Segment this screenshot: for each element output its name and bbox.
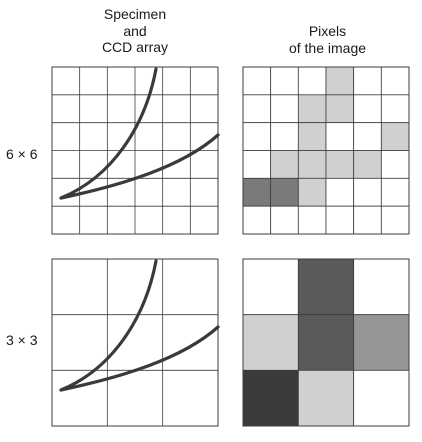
pixel-cell bbox=[380, 66, 410, 96]
pixel-cell bbox=[380, 94, 410, 124]
pixel-cell bbox=[325, 94, 355, 124]
pixel-cell bbox=[353, 94, 382, 124]
pixel-cell bbox=[242, 150, 272, 179]
pixel-panel-border bbox=[242, 258, 410, 427]
specimen-curve-steep bbox=[59, 259, 158, 392]
pixel-cell bbox=[353, 66, 382, 96]
pixel-cell bbox=[353, 205, 382, 235]
pixel-cell bbox=[242, 94, 272, 124]
pixel-cell bbox=[297, 258, 355, 316]
pixel-cell bbox=[242, 369, 299, 427]
pixel-cell bbox=[297, 94, 327, 124]
pixel-cell bbox=[270, 177, 299, 207]
specimen-curve-steep bbox=[59, 67, 158, 200]
pixel-cell bbox=[353, 150, 382, 179]
pixel-cell bbox=[270, 94, 299, 124]
pixel-cell bbox=[353, 177, 382, 207]
pixel-cell bbox=[297, 205, 327, 235]
pixel-cell bbox=[242, 314, 299, 371]
pixel-cell bbox=[353, 314, 410, 371]
pixel-cell bbox=[353, 369, 410, 427]
pixel-cell bbox=[242, 258, 299, 316]
specimen-curve-shallow bbox=[59, 133, 220, 200]
pixel-cell bbox=[242, 205, 272, 235]
pixel-cell bbox=[242, 66, 272, 96]
pixel-cell bbox=[297, 66, 327, 96]
ccd-panel-border bbox=[51, 258, 219, 427]
pixel-panel-border bbox=[242, 66, 410, 235]
pixel-cell bbox=[325, 205, 355, 235]
pixel-cell bbox=[242, 177, 272, 207]
specimen-curve-shallow bbox=[59, 325, 220, 392]
pixel-cell bbox=[270, 150, 299, 179]
specimen-header: Specimen and CCD array bbox=[101, 6, 169, 55]
pixel-cell bbox=[353, 122, 382, 151]
row-label-3x3: 3 × 3 bbox=[6, 332, 38, 348]
pixel-cell bbox=[325, 66, 355, 96]
pixels-header: Pixels of the image bbox=[288, 23, 367, 56]
pixel-cell bbox=[353, 258, 410, 316]
pixel-cell bbox=[380, 150, 410, 179]
pixel-cell bbox=[270, 66, 299, 96]
pixel-cell bbox=[297, 314, 355, 371]
pixel-cell bbox=[297, 177, 327, 207]
pixel-cell bbox=[297, 150, 327, 179]
pixel-cell bbox=[242, 122, 272, 151]
pixel-cell bbox=[325, 150, 355, 179]
pixel-cell bbox=[380, 177, 410, 207]
pixel-cell bbox=[325, 122, 355, 151]
pixel-cell bbox=[270, 205, 299, 235]
row-label-6x6: 6 × 6 bbox=[6, 146, 38, 162]
pixel-cell bbox=[297, 122, 327, 151]
pixel-cell bbox=[380, 122, 410, 151]
pixel-cell bbox=[380, 205, 410, 235]
pixel-cell bbox=[270, 122, 299, 151]
pixel-cell bbox=[325, 177, 355, 207]
pixel-cell bbox=[297, 369, 355, 427]
